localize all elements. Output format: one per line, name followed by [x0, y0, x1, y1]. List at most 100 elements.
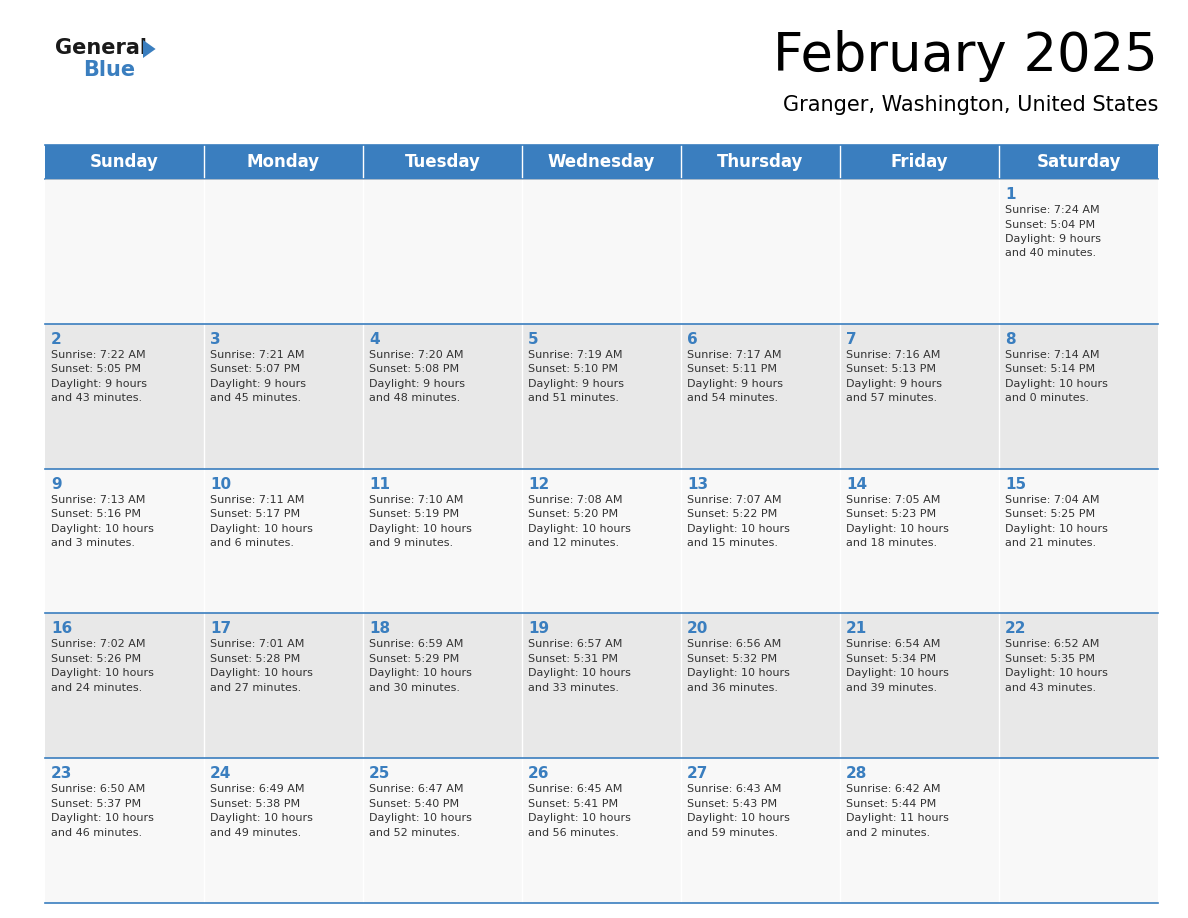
- Text: and 12 minutes.: and 12 minutes.: [527, 538, 619, 548]
- Text: Daylight: 10 hours: Daylight: 10 hours: [51, 668, 154, 678]
- Text: Sunset: 5:17 PM: Sunset: 5:17 PM: [210, 509, 301, 519]
- Text: Sunrise: 7:01 AM: Sunrise: 7:01 AM: [210, 640, 304, 649]
- Text: Daylight: 10 hours: Daylight: 10 hours: [1005, 668, 1108, 678]
- Text: 1: 1: [1005, 187, 1016, 202]
- Text: Daylight: 10 hours: Daylight: 10 hours: [527, 813, 631, 823]
- Text: Sunset: 5:41 PM: Sunset: 5:41 PM: [527, 799, 618, 809]
- Text: 24: 24: [210, 767, 232, 781]
- Text: Sunrise: 6:47 AM: Sunrise: 6:47 AM: [369, 784, 463, 794]
- Text: 26: 26: [527, 767, 550, 781]
- Text: and 15 minutes.: and 15 minutes.: [687, 538, 778, 548]
- Text: Wednesday: Wednesday: [548, 153, 656, 171]
- Text: and 24 minutes.: and 24 minutes.: [51, 683, 143, 693]
- Text: Monday: Monday: [247, 153, 320, 171]
- Text: Sunrise: 6:43 AM: Sunrise: 6:43 AM: [687, 784, 782, 794]
- Text: and 30 minutes.: and 30 minutes.: [369, 683, 460, 693]
- Text: and 52 minutes.: and 52 minutes.: [369, 828, 460, 838]
- Text: Sunset: 5:26 PM: Sunset: 5:26 PM: [51, 654, 141, 664]
- Text: Sunrise: 6:50 AM: Sunrise: 6:50 AM: [51, 784, 145, 794]
- Text: Daylight: 10 hours: Daylight: 10 hours: [846, 523, 949, 533]
- Text: Friday: Friday: [891, 153, 948, 171]
- Text: and 40 minutes.: and 40 minutes.: [1005, 249, 1097, 259]
- Text: Daylight: 10 hours: Daylight: 10 hours: [1005, 523, 1108, 533]
- Text: Daylight: 10 hours: Daylight: 10 hours: [369, 668, 472, 678]
- Text: Daylight: 10 hours: Daylight: 10 hours: [210, 523, 312, 533]
- Text: Daylight: 9 hours: Daylight: 9 hours: [687, 379, 783, 389]
- Text: 6: 6: [687, 331, 697, 347]
- Text: Sunset: 5:23 PM: Sunset: 5:23 PM: [846, 509, 936, 519]
- Text: and 2 minutes.: and 2 minutes.: [846, 828, 930, 838]
- Bar: [45, 758, 1158, 903]
- Text: 15: 15: [1005, 476, 1026, 492]
- Text: Sunrise: 7:16 AM: Sunrise: 7:16 AM: [846, 350, 941, 360]
- Text: 28: 28: [846, 767, 867, 781]
- Text: Thursday: Thursday: [718, 153, 804, 171]
- Text: Sunday: Sunday: [90, 153, 159, 171]
- Text: Sunset: 5:29 PM: Sunset: 5:29 PM: [369, 654, 460, 664]
- Text: and 43 minutes.: and 43 minutes.: [51, 393, 143, 403]
- Text: Sunrise: 7:02 AM: Sunrise: 7:02 AM: [51, 640, 145, 649]
- Text: Sunrise: 7:11 AM: Sunrise: 7:11 AM: [210, 495, 304, 505]
- Text: Sunset: 5:19 PM: Sunset: 5:19 PM: [369, 509, 459, 519]
- Text: Sunrise: 7:04 AM: Sunrise: 7:04 AM: [1005, 495, 1100, 505]
- Text: Daylight: 10 hours: Daylight: 10 hours: [527, 523, 631, 533]
- Text: 20: 20: [687, 621, 708, 636]
- Bar: [45, 324, 1158, 468]
- Text: Sunset: 5:34 PM: Sunset: 5:34 PM: [846, 654, 936, 664]
- Text: Daylight: 10 hours: Daylight: 10 hours: [687, 523, 790, 533]
- Text: and 9 minutes.: and 9 minutes.: [369, 538, 453, 548]
- Text: 3: 3: [210, 331, 221, 347]
- Text: Sunrise: 7:08 AM: Sunrise: 7:08 AM: [527, 495, 623, 505]
- Text: Sunrise: 7:21 AM: Sunrise: 7:21 AM: [210, 350, 304, 360]
- Text: Sunset: 5:43 PM: Sunset: 5:43 PM: [687, 799, 777, 809]
- Text: Daylight: 9 hours: Daylight: 9 hours: [369, 379, 465, 389]
- Text: Sunset: 5:05 PM: Sunset: 5:05 PM: [51, 364, 141, 375]
- Text: Sunrise: 6:56 AM: Sunrise: 6:56 AM: [687, 640, 782, 649]
- Text: Sunrise: 7:13 AM: Sunrise: 7:13 AM: [51, 495, 145, 505]
- Text: Sunrise: 6:57 AM: Sunrise: 6:57 AM: [527, 640, 623, 649]
- Text: 2: 2: [51, 331, 62, 347]
- Text: Sunrise: 7:22 AM: Sunrise: 7:22 AM: [51, 350, 146, 360]
- Text: 19: 19: [527, 621, 549, 636]
- Text: and 51 minutes.: and 51 minutes.: [527, 393, 619, 403]
- Text: Daylight: 9 hours: Daylight: 9 hours: [527, 379, 624, 389]
- Bar: [45, 468, 1158, 613]
- Text: and 27 minutes.: and 27 minutes.: [210, 683, 302, 693]
- Text: Sunset: 5:35 PM: Sunset: 5:35 PM: [1005, 654, 1095, 664]
- Text: and 56 minutes.: and 56 minutes.: [527, 828, 619, 838]
- Text: Daylight: 9 hours: Daylight: 9 hours: [210, 379, 307, 389]
- Text: Sunset: 5:13 PM: Sunset: 5:13 PM: [846, 364, 936, 375]
- Text: Sunrise: 7:17 AM: Sunrise: 7:17 AM: [687, 350, 782, 360]
- Text: Sunrise: 7:10 AM: Sunrise: 7:10 AM: [369, 495, 463, 505]
- Text: Daylight: 10 hours: Daylight: 10 hours: [846, 668, 949, 678]
- Text: Sunset: 5:31 PM: Sunset: 5:31 PM: [527, 654, 618, 664]
- Bar: [45, 145, 1158, 179]
- Text: and 18 minutes.: and 18 minutes.: [846, 538, 937, 548]
- Text: 9: 9: [51, 476, 62, 492]
- Text: and 21 minutes.: and 21 minutes.: [1005, 538, 1097, 548]
- Text: Sunset: 5:32 PM: Sunset: 5:32 PM: [687, 654, 777, 664]
- Text: and 57 minutes.: and 57 minutes.: [846, 393, 937, 403]
- Text: Sunrise: 6:52 AM: Sunrise: 6:52 AM: [1005, 640, 1099, 649]
- Text: February 2025: February 2025: [773, 30, 1158, 82]
- Bar: [45, 179, 1158, 324]
- Text: Sunrise: 7:19 AM: Sunrise: 7:19 AM: [527, 350, 623, 360]
- Text: and 59 minutes.: and 59 minutes.: [687, 828, 778, 838]
- Text: General: General: [55, 38, 147, 58]
- Text: Saturday: Saturday: [1036, 153, 1120, 171]
- Text: and 6 minutes.: and 6 minutes.: [210, 538, 293, 548]
- Text: Sunset: 5:44 PM: Sunset: 5:44 PM: [846, 799, 936, 809]
- Text: Daylight: 10 hours: Daylight: 10 hours: [369, 523, 472, 533]
- Text: 17: 17: [210, 621, 232, 636]
- Text: 7: 7: [846, 331, 857, 347]
- Text: Daylight: 9 hours: Daylight: 9 hours: [1005, 234, 1101, 244]
- Text: Blue: Blue: [83, 60, 135, 80]
- Polygon shape: [143, 40, 156, 58]
- Text: Sunset: 5:25 PM: Sunset: 5:25 PM: [1005, 509, 1095, 519]
- Text: and 54 minutes.: and 54 minutes.: [687, 393, 778, 403]
- Text: and 45 minutes.: and 45 minutes.: [210, 393, 301, 403]
- Text: Sunrise: 6:54 AM: Sunrise: 6:54 AM: [846, 640, 941, 649]
- Text: Daylight: 10 hours: Daylight: 10 hours: [51, 813, 154, 823]
- Text: Sunrise: 7:07 AM: Sunrise: 7:07 AM: [687, 495, 782, 505]
- Text: Granger, Washington, United States: Granger, Washington, United States: [783, 95, 1158, 115]
